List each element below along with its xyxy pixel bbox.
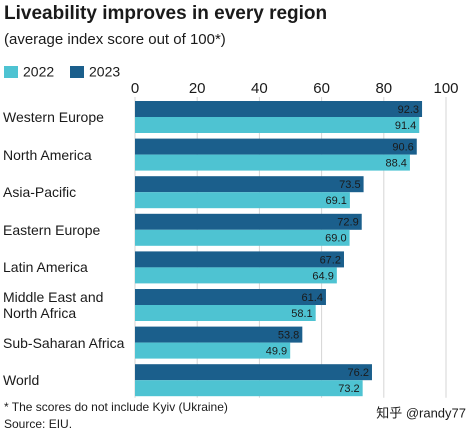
bar <box>135 267 337 284</box>
value-label: 92.3 <box>398 104 419 116</box>
value-label: 69.1 <box>325 195 346 207</box>
value-label: 76.2 <box>348 367 369 379</box>
x-tick-label: 20 <box>189 80 206 97</box>
value-label: 69.0 <box>325 233 346 245</box>
bar <box>135 101 423 117</box>
bar <box>135 289 326 305</box>
category-label-box: Sub-Saharan Africa <box>3 334 125 351</box>
value-label: 72.9 <box>337 217 358 229</box>
value-label: 90.6 <box>392 142 413 154</box>
x-tick-label: 40 <box>251 80 268 97</box>
x-tick-label: 80 <box>375 80 392 97</box>
x-tick-label: 100 <box>433 80 458 97</box>
y-tick-label: Asia-Pacific <box>3 184 77 201</box>
value-label: 67.2 <box>320 254 341 266</box>
y-tick-label: Western Europe <box>3 109 104 125</box>
bar <box>135 251 344 268</box>
value-label: 53.8 <box>278 330 299 342</box>
bar <box>135 213 362 230</box>
chart-subtitle: (average index score out of 100*) <box>4 31 226 48</box>
x-tick-label: 60 <box>313 80 330 97</box>
category-label-box: Middle East and North Africa <box>3 289 104 321</box>
bar <box>135 154 410 171</box>
y-tick-label: World <box>3 372 40 389</box>
category-label-box: World <box>3 372 40 389</box>
y-tick-label: North America <box>3 146 92 163</box>
y-tick-label: Latin America <box>3 259 88 276</box>
x-tick-label: 0 <box>131 80 139 97</box>
chart-title: Liveability improves in every region <box>4 3 327 24</box>
bar <box>135 229 350 246</box>
bar <box>135 117 420 133</box>
value-label: 73.5 <box>339 179 360 191</box>
value-label: 58.1 <box>291 308 312 320</box>
category-label-box: Eastern Europe <box>3 221 101 238</box>
bar <box>135 364 372 381</box>
category-label-box: Western Europe <box>3 109 104 125</box>
value-label: 91.4 <box>395 120 416 132</box>
source: Source: EIU. <box>4 417 72 431</box>
category-label-box: Latin America <box>3 259 88 276</box>
y-tick-label: Middle East and North Africa <box>3 289 104 321</box>
bar <box>135 305 316 321</box>
watermark: 知乎 @randy77 <box>376 405 466 420</box>
value-label: 61.4 <box>302 292 323 304</box>
legend-swatch <box>70 66 84 78</box>
legend-label: 2022 <box>23 64 54 80</box>
value-label: 64.9 <box>312 270 333 282</box>
value-label: 88.4 <box>386 158 407 170</box>
value-label: 49.9 <box>266 346 287 358</box>
category-label-box: Asia-Pacific <box>3 184 77 201</box>
legend-label: 2023 <box>89 64 120 80</box>
bar <box>135 380 363 397</box>
footnote: * The scores do not include Kyiv (Ukrain… <box>4 400 228 414</box>
y-tick-label: Eastern Europe <box>3 221 101 238</box>
bar <box>135 176 364 193</box>
y-tick-label: Sub-Saharan Africa <box>3 334 125 351</box>
bar <box>135 192 350 209</box>
bar <box>135 138 417 155</box>
category-label-box: North America <box>3 146 92 163</box>
value-label: 73.2 <box>338 383 359 395</box>
legend-swatch <box>4 66 18 78</box>
bar <box>135 342 291 359</box>
bar <box>135 326 303 343</box>
